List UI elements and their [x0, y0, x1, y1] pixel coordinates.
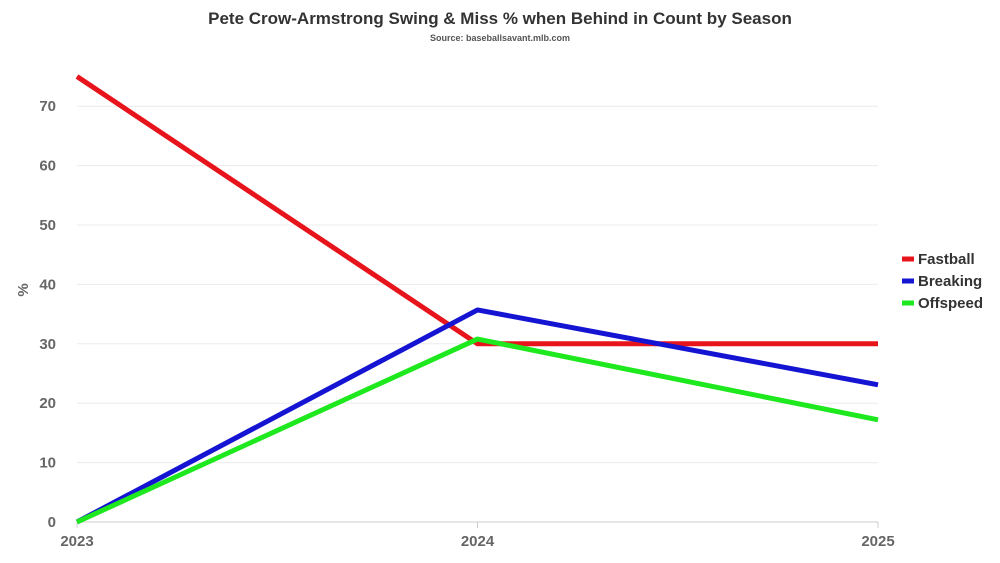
- series-line-fastball: [75, 74, 878, 347]
- legend-label: Fastball: [918, 251, 975, 268]
- y-tick-label: 60: [39, 158, 56, 175]
- x-tick-label: 2024: [461, 533, 495, 550]
- series-line-offspeed: [75, 336, 879, 525]
- y-tick-label: 50: [39, 217, 56, 234]
- y-tick-label: 0: [48, 514, 56, 531]
- chart-title: Pete Crow-Armstrong Swing & Miss % when …: [208, 9, 792, 28]
- y-axis-label: %: [15, 283, 32, 296]
- x-tick-label: 2025: [861, 533, 894, 550]
- y-tick-label: 30: [39, 336, 56, 353]
- y-tick-label: 70: [39, 98, 56, 115]
- x-tick-label: 2023: [60, 533, 93, 550]
- y-tick-label: 40: [39, 276, 56, 293]
- y-tick-label: 10: [39, 455, 56, 472]
- y-tick-label: 20: [39, 395, 56, 412]
- legend-label: Breaking: [918, 273, 982, 290]
- chart-subtitle: Source: baseballsavant.mlb.com: [430, 33, 570, 43]
- legend-label: Offspeed: [918, 295, 983, 312]
